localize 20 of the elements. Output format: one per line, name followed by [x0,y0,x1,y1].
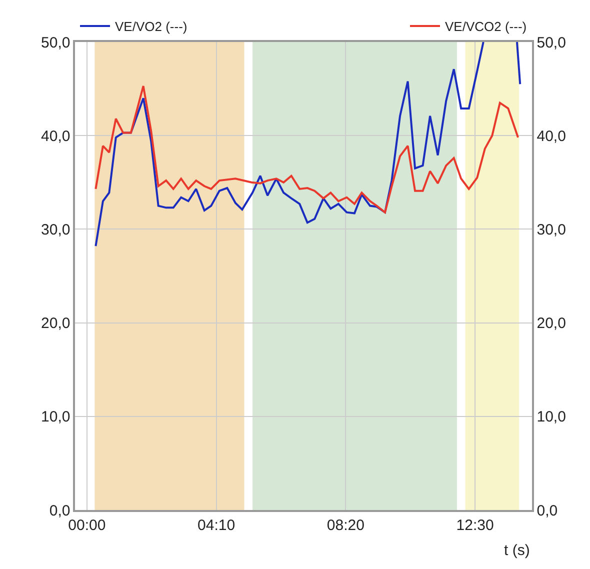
x-tick-label: 08:20 [326,516,364,534]
y2-tick-label: 0,0 [536,502,558,520]
x-axis-title: t (s) [504,542,530,559]
y-tick-label: 50,0 [41,34,70,52]
line-series [94,84,520,214]
legend-label: VE/VO2 (---) [115,19,188,34]
y2-tick-label: 20,0 [536,315,566,332]
legend-label: VE/VCO2 (---) [445,19,527,34]
x-tick-label: 04:10 [198,516,236,534]
y-tick-label: 10,0 [41,408,70,426]
y-tick-label: 0,0 [49,502,70,520]
y-tick-label: 20,0 [41,315,70,332]
x-tick-label: 12:30 [456,516,494,534]
y2-tick-label: 50,0 [536,34,566,52]
y2-tick-label: 30,0 [536,221,566,238]
y2-tick-label: 40,0 [536,128,566,145]
y-tick-label: 40,0 [41,128,70,145]
x-tick-label: 00:00 [68,516,106,534]
y2-tick-label: 10,0 [536,408,566,426]
y-tick-label: 30,0 [41,221,70,238]
